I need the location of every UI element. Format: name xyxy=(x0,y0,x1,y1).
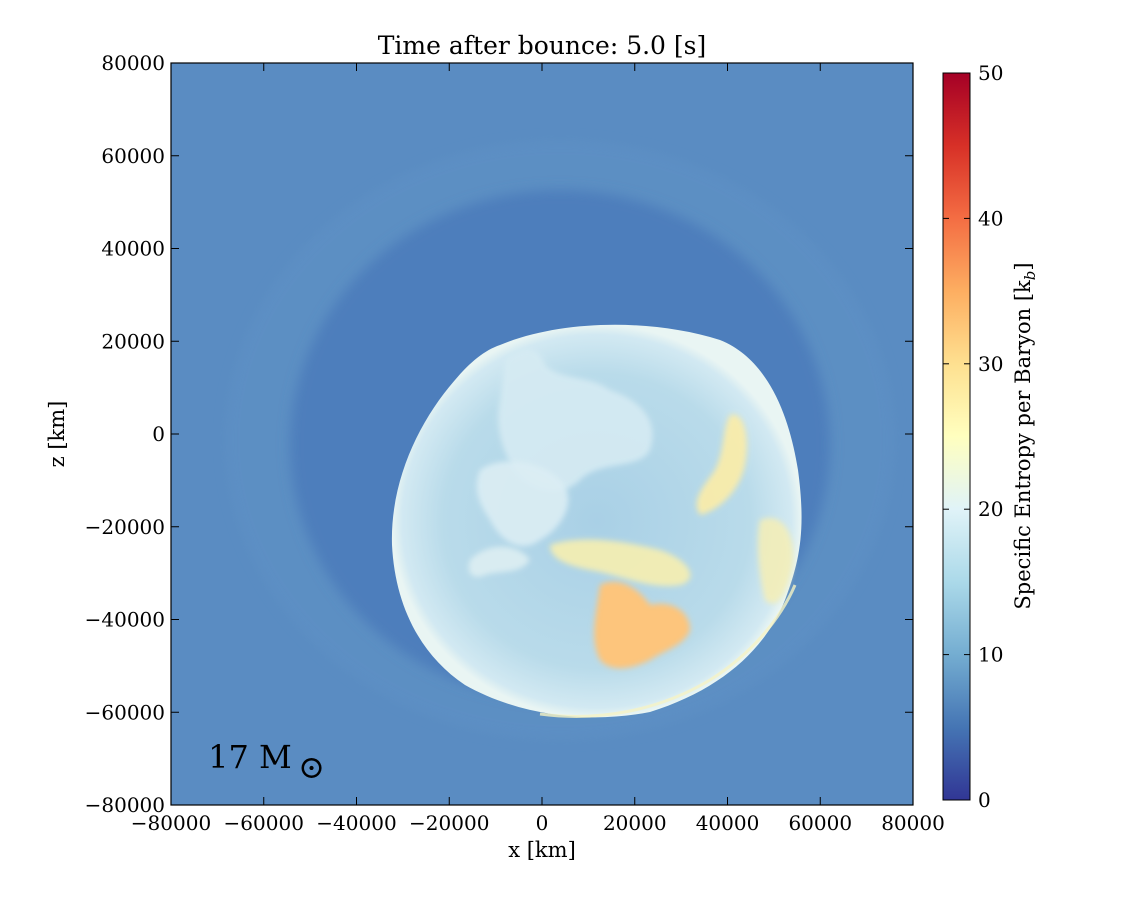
y-axis-label: z [km] xyxy=(45,401,69,468)
x-tick-label: 40000 xyxy=(696,811,760,835)
heatmap-warm-plume-1 xyxy=(696,414,747,515)
chart-title: Time after bounce: 5.0 [s] xyxy=(378,31,706,60)
colorbar-label-main: Specific Entropy per Baryon [k xyxy=(1011,280,1035,610)
y-tick-label: 80000 xyxy=(101,51,165,75)
x-axis-label: x [km] xyxy=(508,838,576,862)
y-tick-label: −20000 xyxy=(85,515,165,539)
colorbar-ticks: 0 10 20 30 40 50 xyxy=(943,61,1003,812)
x-axis-ticks: −80000 −60000 −40000 −20000 0 20000 40000 60000… xyxy=(131,63,945,835)
solar-symbol-icon: ⊙ xyxy=(298,748,325,786)
y-tick-label: 0 xyxy=(152,422,165,446)
mass-annotation: 17 M ⊙ xyxy=(208,738,325,786)
colorbar-tick-label: 30 xyxy=(978,352,1003,376)
y-tick-label: 60000 xyxy=(101,144,165,168)
mass-annotation-text: 17 M xyxy=(208,738,292,776)
x-tick-label: −40000 xyxy=(316,811,396,835)
colorbar-gradient xyxy=(942,72,971,801)
colorbar-tick-label: 0 xyxy=(978,788,991,812)
heatmap-shock-edge xyxy=(539,584,797,718)
x-tick-label: 80000 xyxy=(881,811,945,835)
colorbar-label-sub: b xyxy=(1021,271,1039,281)
colorbar-tick-label: 50 xyxy=(978,61,1003,85)
heatmap-cool-plume-2 xyxy=(476,461,569,547)
y-tick-label: −40000 xyxy=(85,608,165,632)
heatmap-area xyxy=(171,63,913,805)
colorbar: 0 10 20 30 40 50 Specific Entropy per Baryon … xyxy=(942,61,1039,812)
heatmap-hot-plume xyxy=(594,581,690,669)
y-tick-label: 20000 xyxy=(101,329,165,353)
colorbar-label: Specific Entropy per Baryon [kb] xyxy=(1011,262,1039,609)
y-tick-label: −80000 xyxy=(85,793,165,817)
heatmap-cool-plume-3 xyxy=(468,546,530,577)
y-axis-ticks: −80000 −60000 −40000 −20000 0 20000 40000 60000… xyxy=(85,51,913,817)
colorbar-tick-label: 20 xyxy=(978,497,1003,521)
x-tick-label: −20000 xyxy=(409,811,489,835)
x-tick-label: −80000 xyxy=(131,811,211,835)
heatmap-cool-plume-1 xyxy=(498,349,653,491)
y-tick-label: 40000 xyxy=(101,237,165,261)
y-tick-label: −60000 xyxy=(85,700,165,724)
heatmap-shock-region xyxy=(391,324,802,718)
colorbar-tick-label: 40 xyxy=(978,206,1003,230)
x-tick-label: 60000 xyxy=(788,811,852,835)
x-tick-label: −60000 xyxy=(224,811,304,835)
heatmap-warm-plume-2 xyxy=(550,539,691,587)
x-tick-label: 20000 xyxy=(603,811,667,835)
x-tick-label: 0 xyxy=(536,811,549,835)
heatmap-warm-plume-3 xyxy=(757,518,794,604)
colorbar-label-end: ] xyxy=(1011,262,1035,270)
colorbar-tick-label: 10 xyxy=(978,643,1003,667)
